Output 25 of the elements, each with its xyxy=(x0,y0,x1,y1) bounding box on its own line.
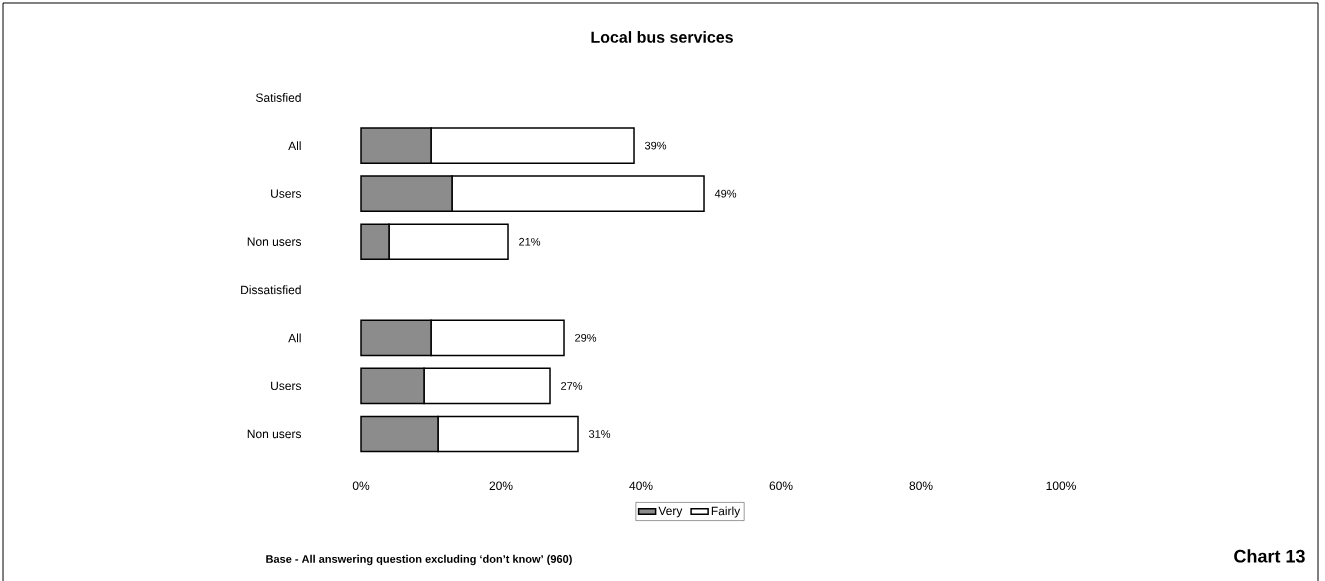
x-tick-label: 20% xyxy=(489,481,513,491)
legend-label: Fairly xyxy=(711,506,741,518)
y-tick-label: All xyxy=(288,333,301,343)
x-tick-label: 0% xyxy=(352,481,370,491)
y-tick-label: Non users xyxy=(247,429,302,439)
y-tick-label: Users xyxy=(271,189,302,198)
text: Base - All answering question excluding ‘don’t know’ (960) xyxy=(266,554,572,566)
total-label: 27% xyxy=(561,382,583,390)
y-tick-label: All xyxy=(288,141,301,150)
x-tick-label: 40% xyxy=(629,481,653,491)
x-tick-label: 60% xyxy=(769,481,793,491)
x-tick-label: 80% xyxy=(909,481,933,491)
y-tick-label: Satisfied xyxy=(256,93,301,102)
total-label: 21% xyxy=(519,237,541,246)
total-label: 31% xyxy=(588,430,611,438)
legend-label: Very xyxy=(658,506,683,518)
total-label: 29% xyxy=(575,333,597,342)
x-tick-label: 100% xyxy=(1046,481,1076,491)
caption: Chart 13 xyxy=(1234,549,1305,563)
total-label: 39% xyxy=(644,141,667,150)
y-tick-label: Non users xyxy=(247,237,302,246)
y-tick-label: Dissatisfied xyxy=(241,285,301,295)
chart-title: Local bus services xyxy=(591,31,733,43)
y-tick-label: Users xyxy=(271,381,302,391)
total-label: 49% xyxy=(714,189,737,198)
